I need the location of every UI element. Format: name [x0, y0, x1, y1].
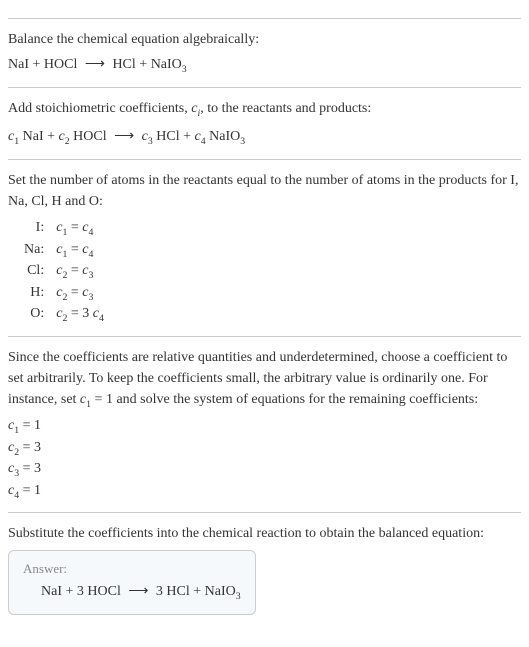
equals: = [67, 263, 82, 278]
text: , to the reactants and products: [200, 101, 371, 116]
coefficient-list: c1 = 1 c2 = 3 c3 = 3 c4 = 1 [8, 416, 521, 502]
stoich-intro: Add stoichiometric coefficients, ci, to … [8, 98, 521, 121]
equation-cell: c2 = 3 c4 [50, 304, 110, 326]
list-item: c4 = 1 [8, 481, 521, 503]
subscript: 3 [240, 136, 245, 147]
answer-label: Answer: [23, 561, 241, 577]
balanced-equation: NaI + 3 HOCl ⟶ 3 HCl + NaIO3 [23, 583, 241, 602]
table-row: H: c2 = c3 [18, 283, 110, 305]
value: = 3 [19, 440, 41, 455]
text: NaIO [206, 129, 241, 144]
table-row: O: c2 = 3 c4 [18, 304, 110, 326]
subscript: 3 [182, 64, 187, 75]
answer-intro: Substitute the coefficients into the che… [8, 523, 521, 544]
answer-box: Answer: NaI + 3 HOCl ⟶ 3 HCl + NaIO3 [8, 550, 256, 615]
atom-balance-intro: Set the number of atoms in the reactants… [8, 170, 521, 212]
plus: + [29, 57, 44, 72]
equation-cell: c2 = c3 [50, 261, 110, 283]
text: Add stoichiometric coefficients, [8, 101, 191, 116]
equation-cell: c1 = c4 [50, 240, 110, 262]
arrow-icon: ⟶ [81, 57, 109, 72]
element-label: H: [18, 283, 50, 305]
species: HCl [112, 57, 135, 72]
coef-sub: 4 [99, 313, 104, 324]
subscript: 3 [236, 591, 241, 602]
stoich-equation: c1 NaI + c2 HOCl ⟶ c3 HCl + c4 NaIO3 [8, 126, 521, 149]
equals: = [67, 242, 82, 257]
equation-cell: c2 = c3 [50, 283, 110, 305]
coef-sub: 3 [88, 292, 93, 303]
equals: = 3 [67, 306, 92, 321]
section-atom-balance: Set the number of atoms in the reactants… [8, 159, 521, 326]
text: NaI + 3 HOCl [41, 584, 124, 599]
value: = 3 [19, 461, 41, 476]
section-balance-intro: Balance the chemical equation algebraica… [8, 18, 521, 77]
atom-balance-table: I: c1 = c4 Na: c1 = c4 Cl: c2 = c3 H: c2… [18, 218, 110, 326]
list-item: c3 = 3 [8, 459, 521, 481]
text: = 1 and solve the system of equations fo… [91, 392, 478, 407]
element-label: I: [18, 218, 50, 240]
element-label: O: [18, 304, 50, 326]
coef-sub: 4 [88, 227, 93, 238]
element-label: Na: [18, 240, 50, 262]
table-row: Na: c1 = c4 [18, 240, 110, 262]
value: = 1 [19, 483, 41, 498]
text: HCl + [153, 129, 195, 144]
arrow-icon: ⟶ [124, 584, 152, 599]
table-row: I: c1 = c4 [18, 218, 110, 240]
list-item: c2 = 3 [8, 438, 521, 460]
coef-sub: 3 [88, 270, 93, 281]
species: NaI [8, 57, 29, 72]
section-solve: Since the coefficients are relative quan… [8, 336, 521, 502]
species: NaIO [151, 57, 182, 72]
species: HOCl [44, 57, 77, 72]
solve-intro: Since the coefficients are relative quan… [8, 347, 521, 412]
value: = 1 [19, 418, 41, 433]
text: 3 HCl + NaIO [152, 584, 235, 599]
section-answer: Substitute the coefficients into the che… [8, 512, 521, 615]
unbalanced-equation: NaI + HOCl ⟶ HCl + NaIO3 [8, 54, 521, 77]
element-label: Cl: [18, 261, 50, 283]
intro-text: Balance the chemical equation algebraica… [8, 29, 521, 50]
equals: = [67, 285, 82, 300]
text: NaI + [19, 129, 58, 144]
equals: = [67, 220, 82, 235]
section-stoich: Add stoichiometric coefficients, ci, to … [8, 87, 521, 149]
table-row: Cl: c2 = c3 [18, 261, 110, 283]
equation-cell: c1 = c4 [50, 218, 110, 240]
arrow-icon: ⟶ [110, 129, 138, 144]
coef-sub: 4 [88, 249, 93, 260]
text: HOCl [70, 129, 110, 144]
plus: + [136, 57, 151, 72]
list-item: c1 = 1 [8, 416, 521, 438]
